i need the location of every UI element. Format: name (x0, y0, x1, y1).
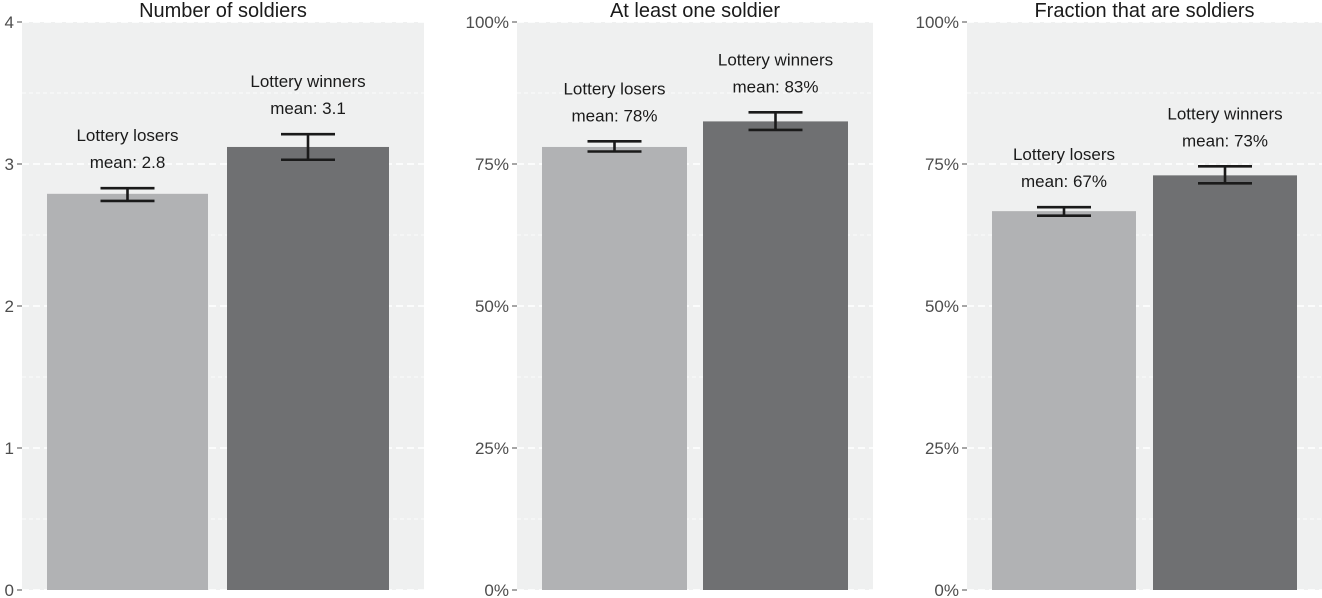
chart-title: At least one soldier (610, 0, 780, 22)
y-tick-label: 0 (5, 581, 14, 598)
bar-lottery-winners (1153, 175, 1297, 591)
bar-lottery-losers (47, 193, 208, 590)
bar-mean-label: mean: 83% (733, 77, 819, 96)
y-tick-label: 1 (5, 439, 14, 458)
y-tick-label: 100% (916, 13, 959, 32)
chart-panel-1: 0 1 2 3 4 Number of soldiers mean: 2.8 Lottery … (5, 0, 424, 598)
bar-group-label: Lottery losers (1013, 145, 1115, 164)
y-tick-label: 75% (475, 155, 509, 174)
bar-group-label: Lottery losers (76, 126, 178, 145)
y-tick-label: 3 (5, 155, 14, 174)
bar-mean-label: mean: 67% (1021, 172, 1107, 191)
bar-lottery-winners (227, 146, 389, 590)
bar-mean-label: mean: 73% (1182, 131, 1268, 150)
y-tick-label: 25% (475, 439, 509, 458)
bar-group-label: Lottery winners (250, 72, 365, 91)
bar-lottery-losers (542, 146, 687, 590)
bar-group-label: Lottery winners (1167, 104, 1282, 123)
bar-mean-label: mean: 3.1 (270, 99, 346, 118)
chart-panel-2: 0% 25% 50% 75% 100% At least one soldier mean:… (466, 0, 873, 598)
bar-group-label: Lottery losers (563, 79, 665, 98)
bar-mean-label: mean: 78% (572, 106, 658, 125)
y-tick-label: 25% (925, 439, 959, 458)
chart-title: Number of soldiers (139, 0, 307, 22)
bar-lottery-winners (703, 121, 848, 591)
bar-mean-label: mean: 2.8 (90, 153, 166, 172)
y-tick-label: 50% (925, 297, 959, 316)
y-tick-label: 0% (934, 581, 959, 598)
y-tick-label: 0% (484, 581, 509, 598)
chart-panel-3: 0% 25% 50% 75% 100% Fraction that are soldier… (916, 0, 1322, 598)
bar-lottery-losers (992, 211, 1136, 591)
y-tick-label: 4 (5, 13, 14, 32)
y-tick-label: 75% (925, 155, 959, 174)
y-tick-label: 100% (466, 13, 509, 32)
y-tick-label: 2 (5, 297, 14, 316)
bar-group-label: Lottery winners (718, 50, 833, 69)
y-tick-label: 50% (475, 297, 509, 316)
chart-title: Fraction that are soldiers (1034, 0, 1254, 22)
